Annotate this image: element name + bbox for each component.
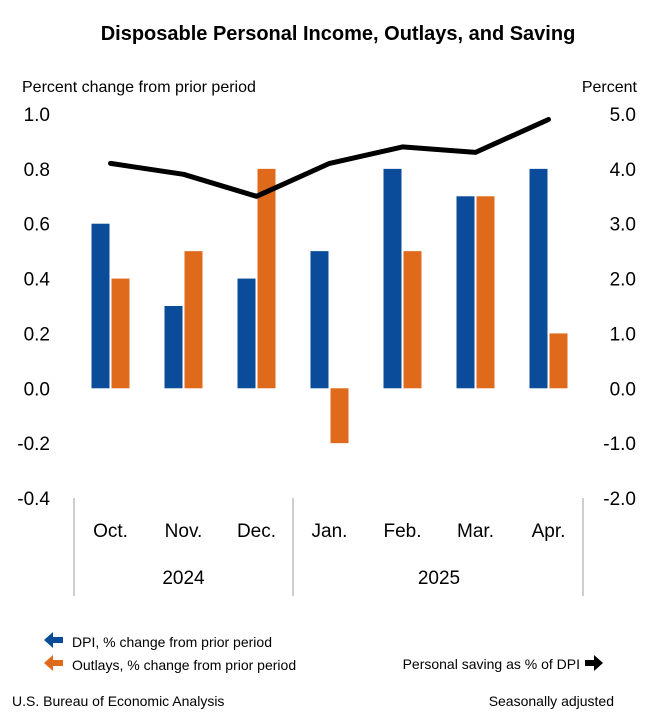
outlays-bar bbox=[476, 196, 495, 389]
saving-line bbox=[108, 117, 551, 199]
legend-saving-arrow-icon bbox=[585, 655, 603, 671]
saving-line-path bbox=[108, 117, 551, 199]
footer-note: Seasonally adjusted bbox=[489, 693, 614, 709]
legend-dpi-label: DPI, % change from prior period bbox=[72, 634, 272, 650]
dpi-bar bbox=[91, 223, 110, 389]
category-labels: Oct. Nov. Dec. Jan. Feb. Mar. Apr. bbox=[93, 521, 565, 542]
dpi-bar bbox=[164, 306, 183, 389]
legend-saving-label: Personal saving as % of DPI bbox=[403, 656, 580, 672]
dpi-bar bbox=[237, 278, 256, 389]
left-tick-label: 0.8 bbox=[24, 160, 50, 181]
year-label: 2024 bbox=[162, 568, 205, 589]
dpi-bar bbox=[383, 168, 402, 389]
outlays-bar bbox=[111, 278, 130, 389]
bars bbox=[91, 168, 568, 444]
right-tick-label: 3.0 bbox=[610, 215, 636, 236]
right-tick-label: 2.0 bbox=[610, 270, 636, 291]
right-tick-label: -1.0 bbox=[603, 434, 636, 455]
left-tick-label: -0.4 bbox=[17, 489, 50, 510]
legend-saving: Personal saving as % of DPI bbox=[403, 655, 603, 672]
year-labels: 2024 2025 bbox=[162, 568, 460, 589]
left-axis-ticks: 1.0 0.8 0.6 0.4 0.2 0.0 -0.2 -0.4 bbox=[17, 105, 50, 510]
dpi-bar bbox=[456, 196, 475, 389]
left-tick-label: 0.2 bbox=[24, 324, 50, 345]
legend: DPI, % change from prior period Outlays,… bbox=[44, 632, 603, 673]
legend-outlays-label: Outlays, % change from prior period bbox=[72, 657, 296, 673]
left-tick-label: 0.4 bbox=[24, 270, 51, 291]
category-label: Mar. bbox=[457, 521, 494, 542]
outlays-bar bbox=[330, 388, 349, 444]
outlays-bar bbox=[257, 168, 276, 389]
right-tick-label: 1.0 bbox=[610, 324, 636, 345]
outlays-bar bbox=[184, 251, 203, 389]
right-tick-label: 5.0 bbox=[610, 105, 636, 126]
category-axis bbox=[73, 498, 584, 596]
legend-outlays-arrow-icon bbox=[44, 655, 63, 671]
outlays-bar bbox=[549, 333, 568, 389]
category-label: Nov. bbox=[165, 521, 203, 542]
category-label: Jan. bbox=[312, 521, 348, 542]
right-axis-title: Percent bbox=[582, 79, 638, 96]
right-tick-label: 0.0 bbox=[610, 379, 636, 400]
left-tick-label: 0.6 bbox=[24, 215, 50, 236]
category-label: Dec. bbox=[237, 521, 276, 542]
left-tick-label: 1.0 bbox=[24, 105, 50, 126]
chart-title: Disposable Personal Income, Outlays, and… bbox=[101, 23, 576, 45]
left-axis-title: Percent change from prior period bbox=[22, 79, 256, 96]
category-label: Apr. bbox=[532, 521, 566, 542]
dpi-bar bbox=[529, 168, 548, 389]
legend-dpi: DPI, % change from prior period bbox=[44, 632, 272, 650]
legend-dpi-arrow-icon bbox=[44, 632, 63, 648]
left-tick-label: 0.0 bbox=[24, 379, 50, 400]
footer-source: U.S. Bureau of Economic Analysis bbox=[12, 693, 224, 709]
right-axis-ticks: 5.0 4.0 3.0 2.0 1.0 0.0 -1.0 -2.0 bbox=[603, 105, 636, 510]
dpi-bar bbox=[310, 251, 329, 389]
left-tick-label: -0.2 bbox=[17, 434, 50, 455]
category-label: Oct. bbox=[93, 521, 128, 542]
outlays-bar bbox=[403, 251, 422, 389]
right-tick-label: -2.0 bbox=[603, 489, 636, 510]
right-tick-label: 4.0 bbox=[610, 160, 636, 181]
legend-outlays: Outlays, % change from prior period bbox=[44, 655, 296, 673]
year-label: 2025 bbox=[418, 568, 460, 589]
category-label: Feb. bbox=[383, 521, 421, 542]
